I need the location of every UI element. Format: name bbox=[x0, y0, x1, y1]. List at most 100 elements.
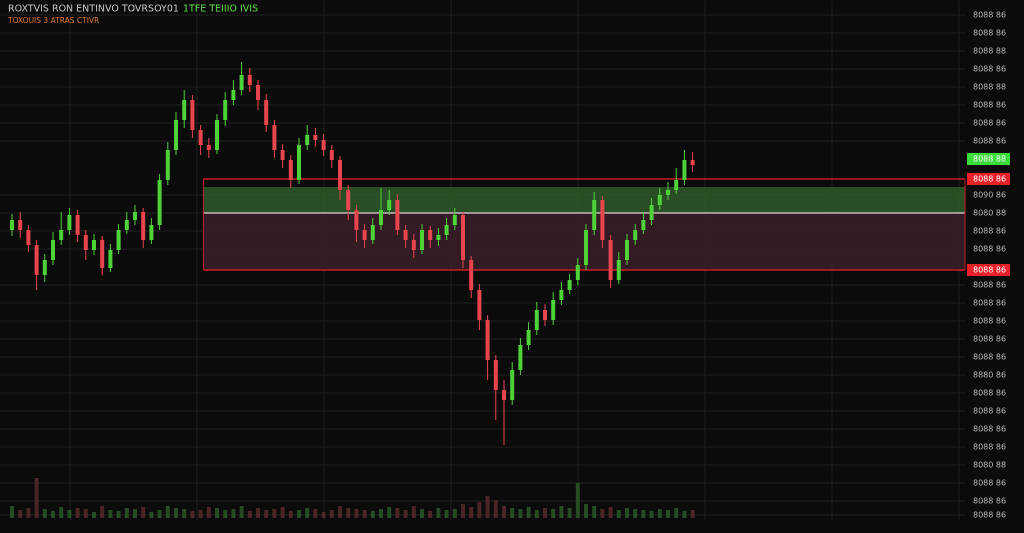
volume-bar bbox=[18, 510, 23, 518]
candle-body bbox=[592, 200, 597, 230]
candle-body bbox=[674, 180, 679, 190]
volume-bar bbox=[510, 508, 515, 518]
volume-bar bbox=[379, 509, 383, 518]
candle-body bbox=[510, 370, 515, 400]
volume-bar bbox=[551, 509, 556, 518]
volume-bar bbox=[403, 510, 408, 518]
volume-bar bbox=[387, 507, 392, 518]
candle-body bbox=[100, 240, 105, 268]
volume-bar bbox=[436, 508, 441, 518]
volume-bar bbox=[42, 509, 47, 518]
volume-bar bbox=[469, 507, 474, 518]
volume-bar bbox=[34, 478, 39, 518]
candle-body bbox=[625, 240, 629, 260]
candle-body bbox=[141, 212, 146, 240]
candle-body bbox=[354, 210, 359, 230]
volume-bar bbox=[477, 502, 482, 518]
y-tick-label: 8880 86 bbox=[973, 371, 1006, 380]
volume-bar bbox=[502, 506, 506, 518]
y-tick-label: 8088 86 bbox=[973, 425, 1006, 434]
candle-body bbox=[420, 230, 424, 250]
volume-bar bbox=[198, 510, 203, 518]
volume-bar bbox=[493, 500, 498, 518]
volume-bar bbox=[584, 504, 588, 518]
candle-body bbox=[649, 205, 654, 220]
y-tick-label: 8088 88 bbox=[973, 47, 1006, 56]
volume-bar bbox=[641, 510, 646, 518]
volume-bar bbox=[338, 506, 342, 518]
volume-bar bbox=[543, 508, 547, 518]
candle-body bbox=[682, 160, 687, 180]
y-tick-label: 8088 86 bbox=[973, 11, 1006, 20]
volume-bar bbox=[534, 510, 539, 518]
candle-body bbox=[75, 215, 80, 235]
price-tag-label: 8088 88 bbox=[973, 155, 1006, 164]
volume-bar bbox=[485, 496, 490, 518]
candle-body bbox=[387, 200, 392, 210]
volume-bar bbox=[190, 511, 195, 518]
candle-body bbox=[239, 75, 244, 90]
volume-bar bbox=[567, 508, 572, 518]
candle-body bbox=[502, 390, 506, 400]
y-tick-label: 8088 86 bbox=[973, 497, 1006, 506]
candle-body bbox=[288, 160, 293, 180]
candle-body bbox=[411, 240, 416, 250]
y-tick-label: 8088 86 bbox=[973, 245, 1006, 254]
volume-bar bbox=[608, 507, 613, 518]
volume-bar bbox=[157, 510, 162, 518]
volume-bar bbox=[174, 508, 178, 518]
candle-body bbox=[690, 160, 695, 165]
y-tick-label: 8088 86 bbox=[973, 389, 1006, 398]
volume-bar bbox=[10, 506, 14, 518]
candle-body bbox=[206, 145, 211, 150]
price-tag bbox=[967, 173, 1010, 185]
y-tick-label: 8088 86 bbox=[973, 119, 1006, 128]
candle-body bbox=[223, 100, 228, 120]
candle-body bbox=[600, 200, 605, 240]
candle-body bbox=[272, 125, 277, 150]
volume-bar bbox=[690, 510, 695, 518]
candle-body bbox=[190, 100, 195, 130]
price-tag bbox=[967, 264, 1010, 276]
candle-body bbox=[231, 90, 236, 100]
candle-body bbox=[641, 220, 646, 230]
candle-body bbox=[567, 280, 572, 290]
volume-bar bbox=[354, 509, 359, 518]
chart-subtitle: TOXOUIS 3 ATRAS CTIVR bbox=[7, 16, 99, 25]
volume-bar bbox=[657, 509, 662, 518]
candle-body bbox=[108, 250, 113, 268]
plot bbox=[10, 62, 966, 518]
volume-bar bbox=[649, 511, 654, 518]
candle-body bbox=[493, 360, 498, 390]
candle-body bbox=[149, 225, 154, 240]
y-tick-label: 8088 86 bbox=[973, 479, 1006, 488]
candle-body bbox=[346, 190, 351, 210]
y-tick-label: 8088 86 bbox=[973, 407, 1006, 416]
y-tick-label: 8088 86 bbox=[973, 511, 1006, 520]
volume-bar bbox=[616, 510, 621, 518]
candle-body bbox=[633, 230, 638, 240]
candle-body bbox=[34, 245, 39, 275]
candle-body bbox=[59, 230, 64, 240]
volume-bar bbox=[247, 511, 252, 518]
candle-body bbox=[247, 75, 252, 85]
candle-body bbox=[280, 150, 285, 160]
y-tick-label: 8088 86 bbox=[973, 29, 1006, 38]
candle-body bbox=[321, 140, 326, 150]
chart-title: ROXTVIS RON ENTINVO TOVRSOY01 bbox=[8, 4, 179, 15]
y-tick-label: 8088 86 bbox=[973, 353, 1006, 362]
volume-bar bbox=[280, 507, 285, 518]
volume-bar bbox=[682, 511, 687, 518]
candle-body bbox=[526, 330, 531, 345]
y-tick-label: 8088 86 bbox=[973, 281, 1006, 290]
candle-body bbox=[469, 260, 474, 290]
price-tag-label: 8088 86 bbox=[973, 266, 1006, 275]
candle-body bbox=[461, 215, 465, 260]
candle-body bbox=[18, 220, 23, 230]
candle-body bbox=[666, 190, 670, 195]
volume-bar bbox=[133, 509, 137, 518]
candle-body bbox=[124, 220, 129, 230]
volume-bar bbox=[395, 508, 400, 518]
candle-body bbox=[313, 135, 318, 140]
